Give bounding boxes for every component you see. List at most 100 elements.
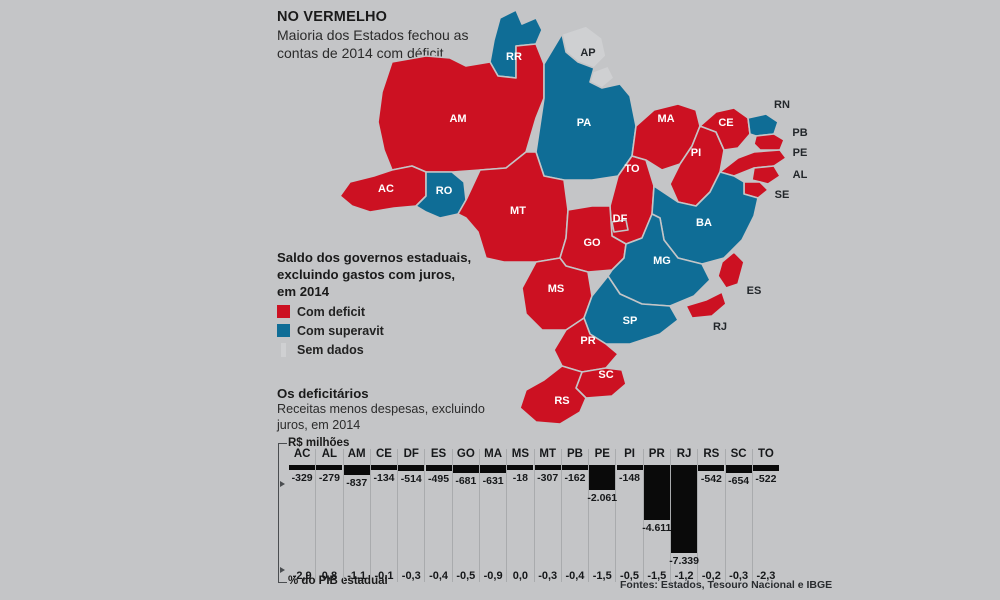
map-state-pb[interactable]	[753, 133, 785, 151]
bar-value-label: -542	[700, 472, 722, 485]
map-state-pe[interactable]	[719, 149, 787, 177]
bar-value-label: -148	[619, 471, 641, 484]
map-state-am[interactable]	[377, 43, 545, 173]
bar-percent-label: 0,0	[512, 570, 529, 582]
bar-column-rs[interactable]: RS -542 -0,2	[698, 448, 726, 582]
bar-column-label: SC	[730, 448, 747, 460]
bar-column-al[interactable]: AL -279 0,8	[316, 448, 344, 582]
bar-column-am[interactable]: AM -837 -1,1	[343, 448, 371, 582]
map-label-pe: PE	[793, 147, 808, 159]
map-label-rj: RJ	[713, 321, 727, 333]
map-state-rn[interactable]	[747, 113, 779, 137]
bar-column-ms[interactable]: MS -18 0,0	[507, 448, 535, 582]
bar-column-sc[interactable]: SC -654 -0,3	[725, 448, 753, 582]
map-label-pb: PB	[792, 127, 807, 139]
chart-subtitle: Receitas menos despesas, excluindo juros…	[277, 402, 485, 432]
bar	[616, 464, 643, 470]
legend-title: Saldo dos governos estaduais, excluindo …	[277, 250, 472, 300]
bar-column-pe[interactable]: PE -2.061 -1,5	[587, 448, 618, 582]
map-legend: Saldo dos governos estaduais, excluindo …	[277, 249, 477, 357]
legend-swatch-nodata-icon	[281, 342, 286, 357]
bar	[534, 464, 561, 470]
bar	[725, 464, 752, 473]
bar-column-label: ES	[430, 448, 447, 460]
map-state-df[interactable]	[611, 219, 629, 233]
map-state-mg[interactable]	[607, 213, 711, 307]
bar-column-label: AC	[293, 448, 311, 460]
bar-value-label: -837	[346, 476, 368, 489]
bar-column-pb[interactable]: PB -162 -0,4	[561, 448, 590, 582]
bar-percent-label: -0,2	[701, 570, 721, 582]
bar-percent-label: -0,5	[620, 570, 639, 582]
map-state-es[interactable]	[717, 251, 745, 289]
map-label-se: SE	[775, 189, 790, 201]
bar-column-mt[interactable]: MT -307 -0,3	[534, 448, 562, 582]
bar-column-label: DF	[403, 448, 419, 460]
bar-plot-area: -162	[561, 464, 588, 560]
legend-swatch-deficit-icon	[277, 305, 290, 319]
page-title: NO VERMELHO	[277, 9, 388, 25]
bar-percent-label: -1,2	[674, 570, 694, 582]
brazil-choropleth-map: RR AP AM PA AC RO MT TO MA PI CE RN PB PE AL SE BA DF GO MS…	[330, 0, 850, 430]
bar-value-label: -2.061	[587, 491, 618, 504]
bar-column-pr[interactable]: PR -4.611 -1,5	[642, 448, 672, 582]
bar-column-label: MA	[484, 448, 503, 460]
bar-plot-area: -134	[370, 464, 397, 560]
bar-column-label: AL	[321, 448, 338, 460]
map-state-al[interactable]	[751, 165, 781, 185]
bar-percent-label: -1,5	[592, 570, 612, 582]
bar-column-to[interactable]: TO -522 -2,3	[752, 448, 779, 582]
bar	[507, 464, 534, 470]
bar	[425, 464, 452, 471]
bar-value-label: -162	[564, 471, 586, 484]
map-state-rj[interactable]	[685, 291, 727, 319]
bar-column-label: PB	[566, 448, 583, 460]
bar-value-label: -4.611	[642, 521, 672, 534]
bar-value-label: -134	[373, 471, 395, 484]
map-state-sc[interactable]	[575, 367, 627, 399]
deficit-bar-chart: R$ milhões % do PIB estadual AC -329 -2,9 A…	[272, 437, 782, 589]
map-state-ro[interactable]	[415, 171, 467, 219]
bar-percent-label: -0,4	[565, 570, 585, 582]
bar	[343, 464, 370, 475]
bar-plot-area: -631	[480, 464, 507, 560]
bar-percent-label: -2,3	[756, 570, 776, 582]
chart-heading-block: Os deficitários Receitas menos despesas,…	[277, 386, 507, 433]
bar-column-label: CE	[375, 448, 392, 460]
map-state-rs[interactable]	[519, 365, 587, 425]
bar-column-label: MS	[511, 448, 530, 460]
bar-value-label: -279	[318, 471, 340, 484]
bar-column-df[interactable]: DF -514 -0,3	[398, 448, 426, 582]
bar-plot-area: -148	[616, 464, 643, 560]
map-state-pr[interactable]	[553, 317, 619, 373]
bar-percent-label: -2,9	[292, 570, 312, 582]
bar-column-pi[interactable]: PI -148 -0,5	[616, 448, 644, 582]
axis-unit-bottom: % do PIB estadual	[288, 575, 388, 587]
bar-column-rj[interactable]: RJ -7.339 -1,2	[669, 448, 699, 582]
bar-plot-area: -654	[725, 464, 752, 560]
bar-column-go[interactable]: GO -681 -0,5	[452, 448, 480, 582]
bar-column-ac[interactable]: AC -329 -2,9	[289, 448, 317, 582]
bar-column-label: TO	[758, 448, 774, 460]
axis-arrow-bottom-icon	[280, 567, 285, 573]
bar-column-label: RS	[703, 448, 720, 460]
bar-value-label: -681	[455, 474, 477, 487]
bar-column-es[interactable]: ES -495 -0,4	[425, 448, 453, 582]
headline-deck: Maioria dos Estados fechou as contas de …	[277, 27, 469, 62]
bar	[480, 464, 507, 473]
map-state-ac[interactable]	[339, 165, 427, 213]
bar	[452, 464, 479, 473]
legend-item-nodata: Sem dados	[277, 342, 477, 357]
bar-value-label: -495	[428, 472, 450, 485]
bar-plot-area: -2.061	[587, 464, 618, 560]
bar-column-ma[interactable]: MA -631 -0,9	[480, 448, 508, 582]
bar-percent-label: -1,5	[647, 570, 667, 582]
legend-item-superavit: Com superavit	[277, 323, 477, 338]
bar-plot-area: -279	[316, 464, 343, 560]
bar	[589, 464, 616, 490]
bar-column-ce[interactable]: CE -134 -0,1	[370, 448, 399, 582]
bar-value-label: -329	[291, 471, 313, 484]
bar-plot-area: -18	[507, 464, 534, 560]
bar-value-label: -18	[512, 471, 528, 484]
